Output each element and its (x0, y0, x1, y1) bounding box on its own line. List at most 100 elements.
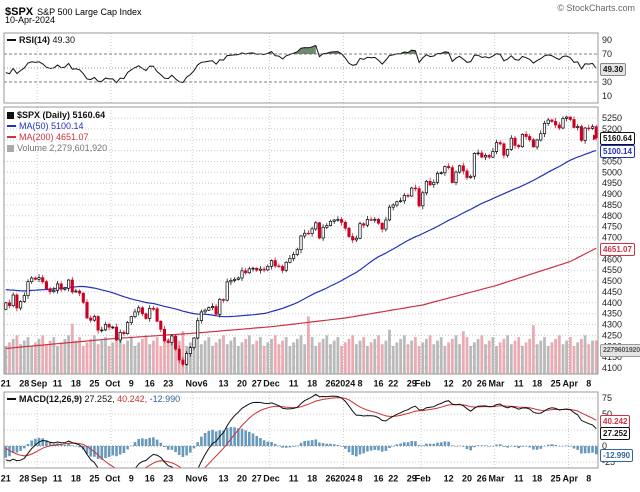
rsi-line (5, 44, 597, 84)
volume-bar (532, 325, 535, 374)
volume-bar (391, 346, 395, 374)
volume-bar (568, 337, 572, 374)
candle-body (33, 277, 37, 280)
macd-histogram-bar (174, 446, 177, 453)
x-axis-tick: 23 (163, 474, 173, 484)
macd-histogram-bar (495, 444, 498, 446)
volume-bar (255, 340, 259, 374)
candle-body (458, 165, 462, 173)
candle-body (395, 201, 399, 206)
price-axis-tick: 4450 (602, 287, 622, 297)
main-panel-border (3, 106, 599, 375)
x-axis-tick: 12 (444, 474, 454, 484)
spx-series-swatch-icon (7, 112, 14, 119)
macd-panel-border (3, 391, 599, 469)
x-axis-tick: 11 (514, 379, 524, 389)
macd-histogram-bar (325, 443, 329, 446)
macd-histogram-bar (465, 446, 469, 450)
volume-bar (8, 342, 11, 374)
volume-value: 2,279,601,920 (49, 143, 108, 153)
macd-histogram-bar (550, 444, 554, 446)
candle-body (266, 265, 270, 271)
candle-body (240, 270, 244, 279)
candle-body (247, 268, 251, 274)
macd-histogram-bar (255, 435, 258, 446)
candle-body (336, 219, 340, 221)
candle-body (572, 119, 576, 128)
macd-line-badge: 27.252 (600, 427, 631, 440)
candle-body (199, 311, 203, 321)
macd-histogram-bar (403, 442, 406, 446)
volume-bar (491, 337, 495, 374)
volume-bar (59, 342, 63, 374)
candle-body (502, 143, 506, 156)
macd-histogram-bar (347, 446, 351, 453)
macd-histogram-bar (583, 446, 587, 454)
candle-body (140, 307, 144, 315)
x-axis-tick: Dec (263, 379, 280, 389)
x-axis-tick: 16 (145, 379, 155, 389)
price-axis-tick: 4850 (602, 200, 622, 210)
volume-bar (74, 340, 78, 374)
x-axis-tick: 20 (237, 474, 247, 484)
spx-series-label: $SPX (Daily) (17, 110, 71, 120)
volume-bar (30, 346, 34, 374)
macd-histogram-bar (262, 440, 266, 446)
macd-histogram-bar (421, 445, 425, 446)
candle-body (159, 320, 163, 330)
candle-body (583, 127, 587, 141)
volume-bar (513, 340, 517, 374)
volume-bar (37, 338, 41, 374)
rsi-axis-tick: 70 (602, 49, 612, 59)
candle-body (181, 359, 185, 365)
rsi-panel-border (3, 32, 599, 104)
macd-histogram-bar (535, 446, 539, 450)
volume-bar (351, 335, 355, 374)
candle-body (325, 225, 329, 228)
volume-bar (207, 337, 211, 374)
candle-body (284, 261, 288, 271)
volume-bar (414, 337, 417, 374)
candle-body (210, 306, 215, 308)
volume-bar (244, 338, 248, 374)
symbol-label: $SPX (5, 6, 34, 18)
volume-bar (56, 346, 59, 374)
candle-body (44, 281, 48, 290)
volume-bar (557, 335, 561, 374)
candle-body (542, 123, 547, 134)
macd-axis-tick: 50 (602, 409, 612, 419)
volume-bar (159, 346, 163, 374)
volume-bar (192, 338, 196, 374)
price-axis-tick: 4150 (602, 352, 622, 362)
candle-body (148, 308, 152, 319)
macd-histogram-bar (85, 446, 89, 454)
price-axis-tick: 4900 (602, 189, 622, 199)
x-axis-tick: 9 (129, 379, 134, 389)
volume-bar (281, 340, 284, 374)
candle-body (203, 309, 207, 313)
macd-histogram-bar (303, 441, 306, 446)
volume-bar (247, 335, 251, 374)
candle-body (332, 219, 336, 222)
candle-body (565, 116, 569, 119)
candle-body (561, 118, 565, 129)
candle-body (491, 151, 495, 158)
price-axis-tick: 4500 (602, 276, 622, 286)
candle-body (546, 119, 550, 124)
volume-bar (554, 338, 557, 374)
candle-body (85, 301, 89, 319)
macd-histogram-bar (251, 433, 255, 446)
macd-histogram-bar (163, 446, 166, 447)
volume-label: Volume (17, 143, 48, 153)
volume-bar (454, 335, 458, 374)
macd-histogram-bar (130, 445, 133, 447)
candle-body (439, 172, 443, 174)
volume-bar (484, 344, 487, 374)
candle-body (129, 316, 133, 323)
volume-bar (443, 346, 447, 374)
macd-histogram-bar (207, 430, 211, 446)
macd-histogram-bar (181, 446, 185, 457)
macd-histogram-bar (506, 446, 509, 448)
stockcharts-credit-link[interactable]: © StockCharts.com (557, 3, 635, 13)
candle-body (347, 227, 351, 237)
